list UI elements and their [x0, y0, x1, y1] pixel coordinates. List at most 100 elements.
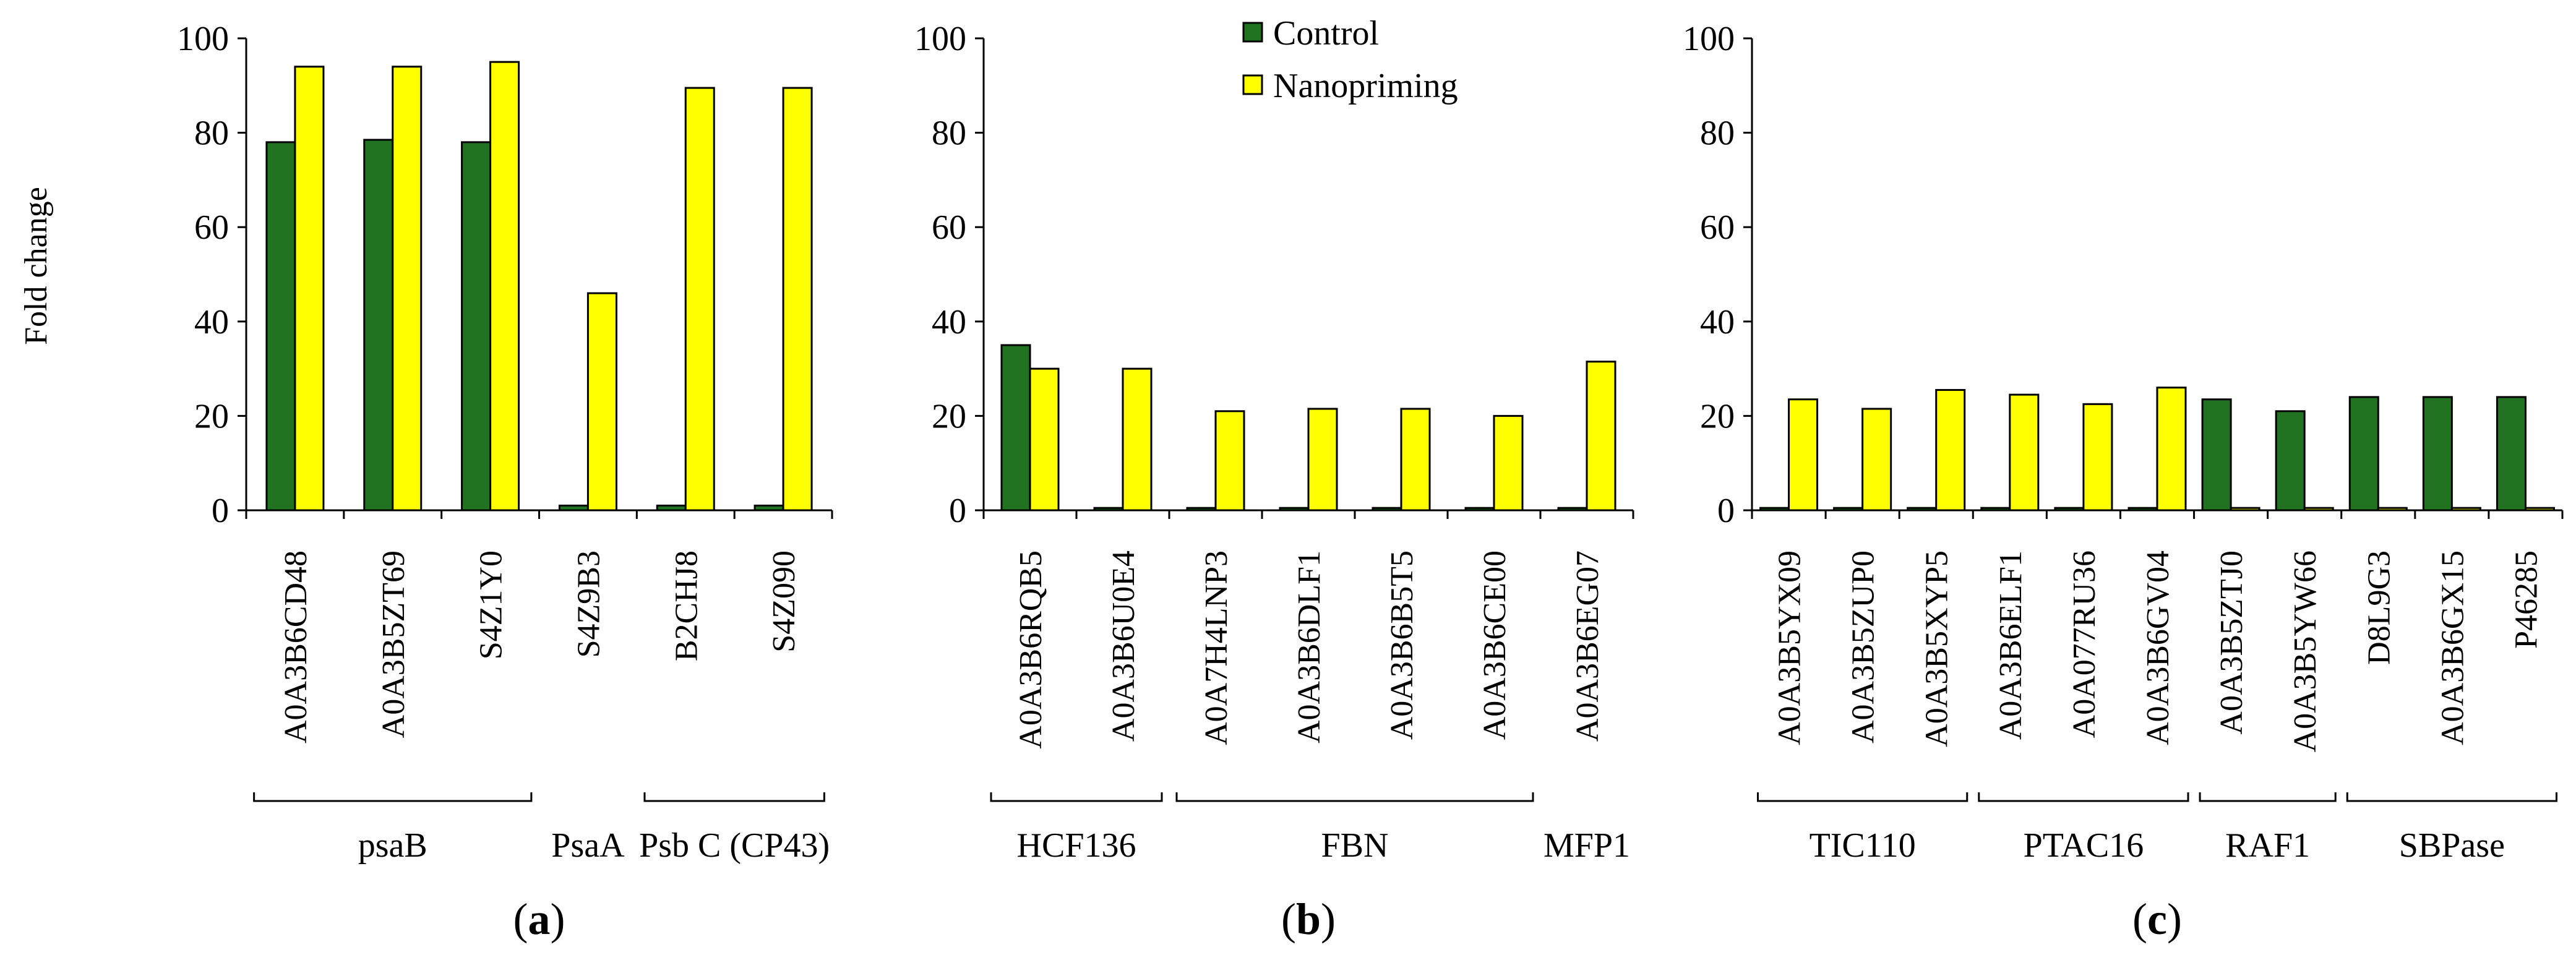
- bar-nanopriming-b-6: [1586, 361, 1616, 512]
- category-label: A0A3B5YX09: [1772, 550, 1808, 745]
- category-label: A0A3B6U0E4: [1106, 550, 1141, 742]
- category-label: A0A3B5ZUP0: [1846, 550, 1881, 743]
- category-label: D8L9G3: [2361, 550, 2397, 665]
- group-bracket: [253, 792, 533, 802]
- panel-label: (a): [513, 894, 565, 944]
- y-tick-label: 100: [914, 20, 966, 58]
- category-label: A0A3B5XYP5: [1920, 550, 1955, 747]
- bar-nanopriming-b-3: [1307, 408, 1338, 512]
- bar-nanopriming-c-4: [2082, 403, 2113, 512]
- category-label: A0A3B6GV04: [2140, 550, 2176, 745]
- legend-swatch-nanopriming: [1242, 74, 1263, 95]
- bar-control-b-0: [1000, 344, 1031, 512]
- bar-control-c-7: [2275, 410, 2306, 512]
- chart-panel-b: 0 20 40 60 80 100 A0A3B6RQB5 A0A3B6U0E4 A0A7H4LN…: [914, 20, 1634, 944]
- y-tick-label: 40: [932, 303, 966, 341]
- category-label: A0A3B6GX15: [2435, 550, 2470, 745]
- y-tick-label: 20: [194, 397, 229, 435]
- y-tick-label: 60: [1700, 208, 1735, 247]
- bar-nanopriming-a-2: [489, 61, 520, 512]
- y-tick-label: 0: [949, 492, 966, 530]
- group-label: FBN: [1321, 826, 1389, 865]
- group-bracket: [1757, 792, 1968, 802]
- group-label: MFP1: [1543, 826, 1630, 865]
- category-label: A0A3B6DLF1: [1292, 550, 1327, 743]
- y-tick-label: 80: [1700, 114, 1735, 153]
- y-tick-label: 40: [194, 303, 229, 341]
- y-tick-label: 40: [1700, 303, 1735, 341]
- panel-label: (c): [2132, 894, 2182, 944]
- category-label: A0A3B6CE00: [1477, 550, 1513, 740]
- group-bracket: [1978, 792, 2189, 802]
- legend: Control Nanopriming: [1242, 14, 1458, 105]
- bar-nanopriming-a-1: [392, 66, 423, 512]
- category-label: A0A3B6B5T5: [1385, 550, 1420, 740]
- legend-swatch-control: [1242, 22, 1263, 43]
- bar-nanopriming-b-5: [1493, 414, 1524, 512]
- y-tick-label: 20: [932, 397, 966, 435]
- category-label: P46285: [2509, 550, 2544, 649]
- bar-nanopriming-a-5: [782, 87, 813, 512]
- group-bracket: [990, 792, 1163, 802]
- category-label: S4Z1Y0: [474, 550, 509, 659]
- bar-nanopriming-a-0: [294, 66, 325, 512]
- group-label: psaB: [358, 826, 427, 865]
- chart-panel-c: 0 20 40 60 80 100 A0A3B5YX09 A0A3B5ZUP0 A0A3B5XY…: [1683, 20, 2564, 944]
- bar-nanopriming-c-0: [1788, 398, 1819, 512]
- category-label: A0A3B6RQB5: [1013, 550, 1049, 749]
- bar-nanopriming-b-2: [1214, 410, 1245, 512]
- category-label: A0A3B5YW66: [2288, 550, 2323, 752]
- group-label: HCF136: [1017, 826, 1136, 865]
- group-label: PTAC16: [2024, 826, 2144, 865]
- y-tick-label: 20: [1700, 397, 1735, 435]
- group-label: PsaA: [551, 826, 625, 865]
- y-tick-label: 80: [194, 114, 229, 153]
- bar-control-a-2: [461, 141, 492, 512]
- y-tick-label: 80: [932, 114, 966, 153]
- bar-control-c-10: [2496, 396, 2527, 512]
- bar-nanopriming-c-1: [1861, 408, 1892, 512]
- bar-nanopriming-c-5: [2156, 387, 2187, 512]
- chart-panel-a: 0 20 40 60 80 100 A0A3B6CD48 A0A3B5ZT69 S4Z1Y0 S4…: [177, 20, 833, 944]
- bar-control-c-6: [2201, 398, 2232, 512]
- y-tick-label: 100: [177, 20, 229, 58]
- category-label: A0A3B6CD48: [278, 550, 314, 743]
- y-tick-label: 60: [932, 208, 966, 247]
- group-label: Psb C (CP43): [639, 826, 830, 865]
- y-tick-label: 60: [194, 208, 229, 247]
- group-bracket: [2346, 792, 2557, 802]
- bar-nanopriming-a-3: [586, 292, 617, 512]
- group-label: SBPase: [2399, 826, 2505, 865]
- category-label: S4Z9B3: [571, 550, 606, 657]
- bar-nanopriming-b-0: [1029, 367, 1060, 512]
- bar-control-a-0: [265, 141, 296, 512]
- group-bracket: [2199, 792, 2337, 802]
- bar-nanopriming-b-4: [1400, 408, 1431, 512]
- bar-nanopriming-c-2: [1935, 388, 1966, 512]
- bar-control-a-1: [363, 139, 394, 512]
- category-label: A0A7H4LNP3: [1199, 550, 1234, 745]
- y-tick-label: 0: [212, 492, 229, 530]
- y-tick-label: 100: [1683, 20, 1735, 58]
- bar-control-c-9: [2422, 396, 2453, 512]
- group-bracket: [1175, 792, 1534, 802]
- y-tick-label: 0: [1717, 492, 1735, 530]
- category-label: S4Z090: [766, 550, 802, 653]
- bar-control-c-8: [2348, 396, 2379, 512]
- y-axis-label: Fold change: [19, 187, 54, 345]
- bar-nanopriming-c-3: [2009, 393, 2040, 512]
- group-label: RAF1: [2225, 826, 2310, 865]
- bar-nanopriming-b-1: [1122, 367, 1153, 512]
- bar-nanopriming-a-4: [684, 87, 715, 512]
- group-label: TIC110: [1810, 826, 1916, 865]
- legend-label-nanopriming: Nanopriming: [1273, 67, 1458, 105]
- category-label: A0A3B5ZTJ0: [2214, 550, 2249, 735]
- panel-label: (b): [1281, 894, 1336, 944]
- legend-label-control: Control: [1273, 14, 1379, 53]
- category-label: A0A077RU36: [2067, 550, 2102, 738]
- group-bracket: [643, 792, 825, 802]
- category-label: B2CHJ8: [669, 550, 704, 661]
- category-label: A0A3B6ELF1: [1993, 550, 2029, 740]
- category-label: A0A3B6EG07: [1570, 550, 1605, 742]
